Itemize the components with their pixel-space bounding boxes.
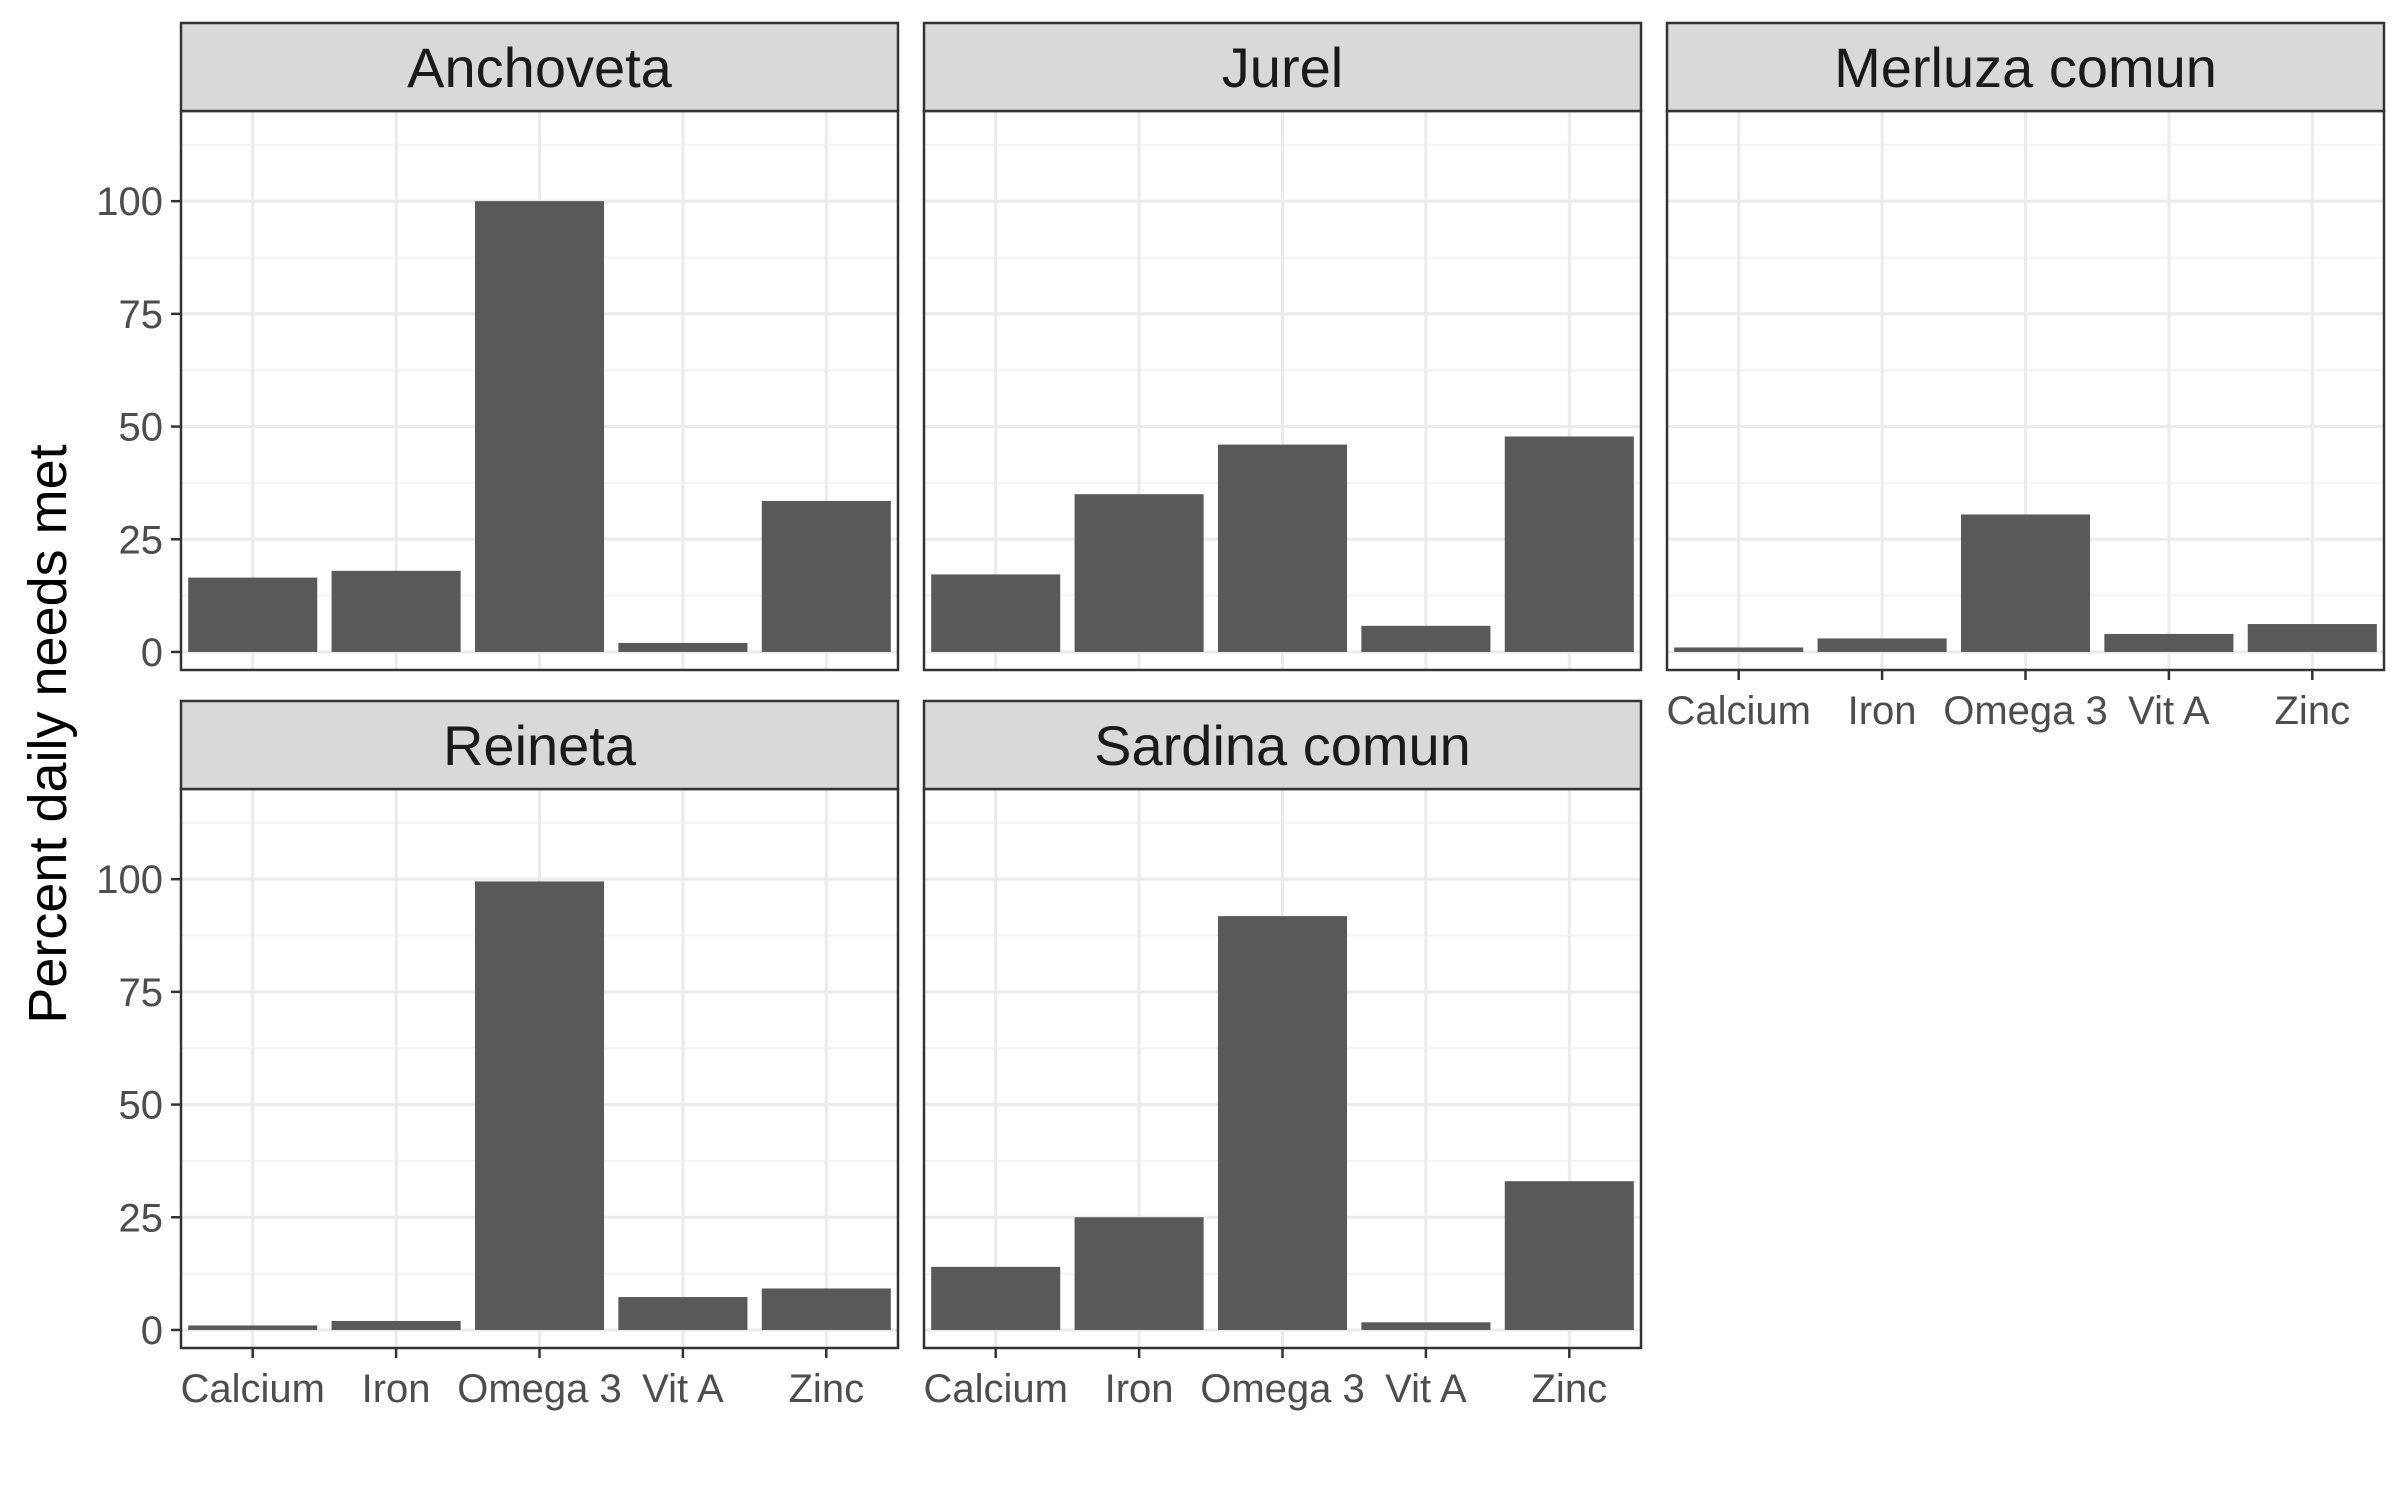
y-tick-label: 75 xyxy=(119,971,164,1015)
x-tick-label: Vit A xyxy=(2128,689,2210,733)
strip-background xyxy=(922,699,1643,791)
y-tick-label: 25 xyxy=(119,1196,164,1240)
bar-merluza-comun-omega-3 xyxy=(1960,514,2091,652)
facet-panel-anchoveta: Anchoveta 0 25 50 75 100 xyxy=(96,21,900,675)
x-tick-label: Calcium xyxy=(923,1367,1067,1411)
x-tick-label: Calcium xyxy=(180,1367,324,1411)
bar-sardina-comun-zinc xyxy=(1504,1181,1634,1330)
facet-panel-sardina-comun: Sardina comun Calcium Iron Omega 3 Vit A Zinc xyxy=(922,699,1643,1411)
bar-sardina-comun-calcium xyxy=(931,1266,1061,1330)
x-tick-label: Zinc xyxy=(789,1367,865,1411)
bar-anchoveta-calcium xyxy=(188,577,318,652)
x-tick-label: Calcium xyxy=(1666,689,1810,733)
x-tick-label: Omega 3 xyxy=(1943,689,2108,733)
x-tick-label: Iron xyxy=(1105,1367,1174,1411)
y-tick-label: 50 xyxy=(119,1084,164,1128)
facet-panel-jurel: Jurel xyxy=(922,21,1643,672)
facet-title: Sardina comun xyxy=(1094,714,1471,777)
x-tick-label: Omega 3 xyxy=(457,1367,622,1411)
facet-panel-merluza-comun: Merluza comun Calcium Iron Omega 3 Vit A Zinc xyxy=(1665,21,2386,733)
bar-anchoveta-omega-3 xyxy=(474,201,605,652)
x-tick-label: Vit A xyxy=(642,1367,724,1411)
y-tick-label: 100 xyxy=(96,858,163,902)
bar-reineta-iron xyxy=(331,1320,461,1330)
bar-merluza-comun-iron xyxy=(1817,638,1947,652)
y-tick-label: 25 xyxy=(119,518,164,562)
facet-title: Reineta xyxy=(443,714,637,777)
bar-reineta-omega-3 xyxy=(474,881,605,1330)
strip-background xyxy=(179,21,900,113)
bar-anchoveta-vit-a xyxy=(618,642,748,652)
x-tick-label: Omega 3 xyxy=(1200,1367,1365,1411)
bar-merluza-comun-vit-a xyxy=(2104,633,2234,652)
strip-background xyxy=(179,699,900,791)
strip-background xyxy=(1665,21,2386,113)
bar-merluza-comun-calcium xyxy=(1674,647,1804,652)
bar-merluza-comun-zinc xyxy=(2247,624,2377,652)
bar-jurel-vit-a xyxy=(1361,625,1491,652)
strip-background xyxy=(922,21,1643,113)
y-tick-label: 50 xyxy=(119,406,164,450)
bar-sardina-comun-iron xyxy=(1074,1217,1204,1330)
facet-title: Merluza comun xyxy=(1834,36,2217,99)
bar-reineta-calcium xyxy=(188,1325,318,1330)
x-tick-label: Iron xyxy=(362,1367,431,1411)
y-tick-label: 0 xyxy=(141,631,163,675)
bar-anchoveta-iron xyxy=(331,570,461,652)
x-tick-label: Zinc xyxy=(1532,1367,1608,1411)
facet-title: Anchoveta xyxy=(407,36,672,99)
y-tick-label: 100 xyxy=(96,180,163,224)
bar-reineta-zinc xyxy=(761,1288,891,1330)
bar-jurel-omega-3 xyxy=(1217,444,1348,652)
facet-panels: Anchoveta 0 25 50 75 100 Jurel Merluza comun Cal… xyxy=(96,21,2386,1411)
bar-jurel-iron xyxy=(1074,494,1204,652)
y-axis-title: Percent daily needs met xyxy=(18,444,78,1023)
bar-sardina-comun-omega-3 xyxy=(1217,916,1348,1330)
facet-title: Jurel xyxy=(1222,36,1343,99)
y-tick-label: 75 xyxy=(119,293,164,337)
x-tick-label: Vit A xyxy=(1385,1367,1467,1411)
facet-panel-reineta: Reineta 0 25 50 75 100 Calcium Iron Omega 3 Vit A… xyxy=(96,699,900,1411)
bar-reineta-vit-a xyxy=(618,1297,748,1330)
x-tick-label: Zinc xyxy=(2275,689,2351,733)
x-tick-label: Iron xyxy=(1848,689,1917,733)
y-tick-label: 0 xyxy=(141,1309,163,1353)
bar-jurel-zinc xyxy=(1504,436,1634,652)
bar-jurel-calcium xyxy=(931,574,1061,652)
bar-anchoveta-zinc xyxy=(761,500,891,652)
bar-sardina-comun-vit-a xyxy=(1361,1322,1491,1330)
